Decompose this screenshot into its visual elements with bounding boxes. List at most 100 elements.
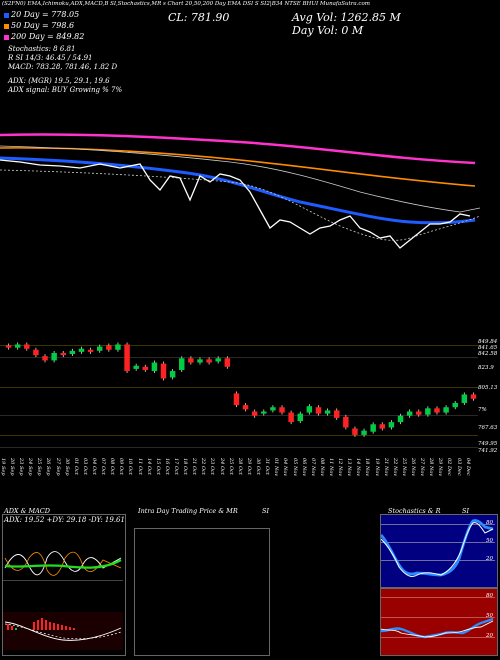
ema200-label: 200 Day = 849.82 [11,32,85,41]
date-axis-label: 24 Sep [27,458,34,476]
date-axis-label: 03 Oct [81,458,88,475]
date-axis-label: 19 Sep [0,458,6,476]
macd-readout: MACD: 783.28, 781.46, 1.82 D [8,63,118,71]
date-axis-label: 14 Nov [355,458,362,477]
date-axis-label: 29 Oct [245,458,252,475]
date-axis-label: 04 Nov [282,458,289,477]
date-axis-label: 23 Sep [18,458,25,476]
date-axis-label: 30 Sep [63,458,70,476]
price-gridlines [0,345,478,448]
date-axis-label: 18 Nov [364,458,371,477]
candle-series [5,342,477,437]
stochastics-axis: 80 50 20 [486,515,498,585]
macd-signal-line [4,623,122,640]
date-axis-label: 17 Oct [173,458,179,475]
price-axis-label: 749.95 [478,441,498,447]
price-axis-label: 7% [478,407,487,413]
candle-body [160,363,167,379]
price-axis-label: 849.84 [478,339,498,345]
date-axis-label: 05 Nov [291,458,298,477]
date-axis-label: 25 Sep [36,458,43,476]
date-axis-label: 27 Nov [419,458,426,477]
price-axis-label: 823.9 [478,365,494,371]
price-axis-label: 841.65 [478,345,498,351]
adx-plus-di-line [4,551,122,576]
price-gridline [0,345,478,346]
candle-body [343,416,349,428]
candle-body [306,406,313,413]
candle-body [416,411,422,415]
date-axis-label: 23 Oct [209,458,216,475]
candle-body [379,424,386,429]
ema50-label: 50 Day = 798.6 [11,21,75,30]
price-axis-label: 842.58 [478,351,498,357]
day-volume-label: Day Vol: 0 M [292,24,364,37]
date-axis-label: 25 Oct [227,458,234,475]
candle-body [33,349,39,356]
price-axis-label: 767.63 [478,425,498,431]
date-axis-label: 06 Nov [300,458,307,477]
candle-body [188,358,194,363]
price-axis-label: 741.92 [478,448,498,454]
adx-macd-chart [3,551,123,650]
candle-body [315,407,322,414]
si-signal-line [381,620,494,638]
date-axis-label: 11 Nov [327,458,334,477]
candle-body [197,359,203,363]
stochastic-d-line [381,522,494,578]
candle-body [169,371,176,378]
candle-body [261,411,267,414]
date-axis-label: 14 Oct [145,458,152,475]
candle-body [461,394,468,403]
adx-minus-di-line [4,551,122,576]
candle-body [370,424,376,432]
bollinger-upper-line [0,145,481,213]
ema20-line [0,156,476,225]
date-axis-label: 19 Nov [373,458,380,477]
axis-tick-label: 20 [486,556,493,562]
candle-body [352,428,358,435]
date-axis-label: 27 Sep [54,458,61,476]
candle-body [60,352,66,356]
price-gridline [0,415,478,416]
axis-tick-label: 50 [486,538,493,544]
date-axis-label: 28 Oct [236,458,243,475]
si-panel [380,588,498,656]
ema200-swatch-icon [4,34,9,40]
intraday-panel [134,528,270,656]
candle-body [251,411,258,416]
ema50-swatch-icon [4,23,9,29]
date-axis-label: 22 Nov [391,458,398,477]
price-gridline [0,387,478,388]
candle-body [242,405,249,410]
date-axis-label: 29 Nov [437,458,444,477]
date-axis-label: 02 Dec [446,458,453,476]
adx-values-label: ADX: 19.52 +DY: 29.18 -DY: 19.61 [4,516,125,524]
date-axis-label: 25 Nov [400,458,407,477]
candle-body [133,365,139,369]
candle-body [124,344,130,372]
candle-body [443,407,449,413]
candle-body [297,413,303,422]
price-gridline [0,447,478,448]
ema200-line [0,133,476,165]
candle-body [14,344,21,348]
candle-body [434,408,440,413]
stochastics-chart [381,519,495,578]
avg-volume-label: Avg Vol: 1262.85 M [292,11,401,24]
candle-body [78,348,85,352]
adx-macd-title: ADX & MACD [4,507,50,515]
candle-body [388,422,395,428]
candle-body [96,346,103,351]
candle-body [5,345,12,348]
candle-body [51,352,57,361]
date-axis-label: 08 Oct [109,458,116,475]
date-axis-label: 08 Nov [318,458,325,477]
intraday-title: Intra Day Trading Price & MR [138,507,238,515]
close-price-label: CL: 781.90 [168,11,230,24]
candle-body [106,345,112,350]
date-axis-label: 16 Oct [163,458,170,475]
date-axis-label: 24 Oct [218,458,225,475]
candle-body [233,393,240,406]
candle-body [69,350,76,355]
